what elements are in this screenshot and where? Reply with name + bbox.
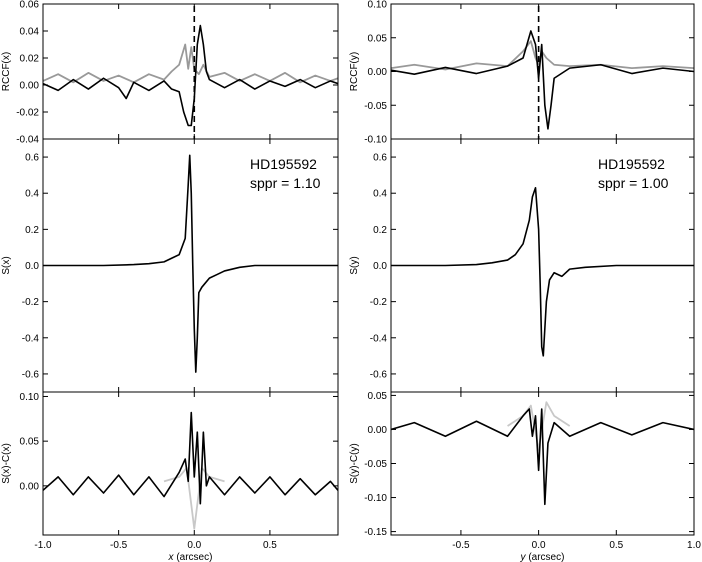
y-tick-label: 0.4 [373, 189, 387, 200]
y-tick-label: 0.10 [368, 0, 388, 11]
y-tick-label: -0.02 [16, 108, 39, 119]
y-axis-label: RCCF(y) [349, 52, 360, 91]
chart-right: -0.10-0.050.000.050.10RCCF(y)-0.6-0.4-0.… [349, 0, 701, 562]
y-tick-label: 0.05 [368, 391, 388, 402]
y-tick-label: -0.6 [370, 369, 388, 380]
y-tick-label: 0.02 [20, 54, 40, 65]
chart-left: -0.04-0.020.000.020.040.06RCCF(x)-0.6-0.… [1, 0, 339, 562]
y-tick-label: -0.4 [370, 333, 388, 344]
panel-right-2: -0.15 -0.10 -0.05 0.00 0.05 S(y)-C(y) [349, 391, 695, 538]
y-axis-label: S(x)-C(x) [1, 443, 12, 484]
y-tick-label: -0.05 [364, 101, 387, 112]
y-axis-label: RCCF(x) [1, 52, 12, 91]
star-name-label: HD195592 [598, 156, 665, 172]
panel-left-1: -0.6 -0.4 -0.2 0.0 0.2 0.4 0.6 S(x) HD195592 sppr… [1, 138, 339, 393]
series-line-right-0-1 [391, 30, 694, 130]
series-line-left-2-1 [43, 411, 338, 505]
panel-right-0: -0.10 -0.05 0.00 0.05 0.10 RCCF(y) [349, 0, 695, 146]
y-tick-label: 0.05 [368, 33, 388, 44]
y-tick-label: 0.0 [25, 261, 39, 272]
y-tick-label: 0.4 [25, 189, 39, 200]
panel-frame [42, 391, 339, 536]
series-line-right-2-0 [507, 401, 571, 451]
y-tick-label: -0.6 [22, 369, 40, 380]
series-line-right-2-1 [391, 408, 694, 506]
x-tick-label: -0.5 [110, 540, 128, 551]
series-line-left-0-0 [43, 43, 338, 84]
panel-right-1: -0.6 -0.4 -0.2 0.0 0.2 0.4 0.6 S(y) HD195592 sppr… [349, 138, 695, 393]
x-axis-unit: (arcsec) [526, 552, 565, 562]
x-axis-var: x [168, 552, 175, 562]
series-line-left-1-0 [43, 154, 338, 373]
x-axis-label: y (arcsec) [520, 552, 565, 562]
y-tick-label: -0.10 [364, 493, 387, 504]
x-axis-label: x (arcsec) [168, 552, 213, 562]
series-line-right-1-0 [391, 186, 694, 357]
x-tick-label: 0.0 [187, 540, 201, 551]
y-tick-label: 0.00 [368, 67, 388, 78]
panel-left-2: 0.00 0.05 0.10 S(x)-C(x) [1, 391, 339, 536]
star-name-label: HD195592 [250, 156, 317, 172]
y-tick-label: -0.2 [22, 297, 40, 308]
y-tick-label: 0.00 [368, 425, 388, 436]
y-tick-label: -0.10 [364, 135, 387, 146]
series-line-left-0-1 [43, 24, 338, 127]
x-tick-label: 0.0 [532, 540, 546, 551]
x-tick-label: 1.0 [687, 540, 701, 551]
x-axis-var: y [520, 552, 527, 562]
y-tick-label: 0.6 [373, 153, 387, 164]
y-axis-label: S(y)-C(y) [349, 443, 360, 484]
y-tick-label: 0.00 [20, 481, 40, 492]
x-tick-label: 0.5 [609, 540, 623, 551]
y-tick-label: 0.2 [25, 225, 39, 236]
sppr-label: sppr = 1.00 [598, 175, 669, 191]
series-line-right-0-0 [391, 40, 694, 71]
x-axis-unit: (arcsec) [174, 552, 213, 562]
y-axis-label: S(x) [1, 256, 12, 274]
panel-left-0: -0.04 -0.02 0.00 0.02 0.04 0.06 RCCF(x) [1, 0, 339, 146]
y-tick-label: -0.04 [16, 135, 39, 146]
y-tick-label: -0.05 [364, 459, 387, 470]
x-tick-label: -1.0 [34, 540, 52, 551]
y-tick-label: 0.10 [20, 392, 40, 403]
sppr-label: sppr = 1.10 [250, 175, 321, 191]
x-tick-label: 0.5 [263, 540, 277, 551]
y-tick-label: -0.4 [22, 333, 40, 344]
y-tick-label: 0.6 [25, 153, 39, 164]
y-tick-label: 0.04 [20, 27, 40, 38]
x-tick-label: -0.5 [452, 540, 470, 551]
y-tick-label: 0.05 [20, 437, 40, 448]
y-tick-label: -0.2 [370, 297, 388, 308]
y-tick-label: 0.06 [20, 0, 40, 11]
y-tick-label: 0.0 [373, 261, 387, 272]
y-tick-label: 0.2 [373, 225, 387, 236]
y-tick-label: -0.15 [364, 527, 387, 538]
y-tick-label: 0.00 [20, 81, 40, 92]
y-axis-label: S(y) [349, 256, 360, 274]
panel-frame [42, 3, 339, 140]
